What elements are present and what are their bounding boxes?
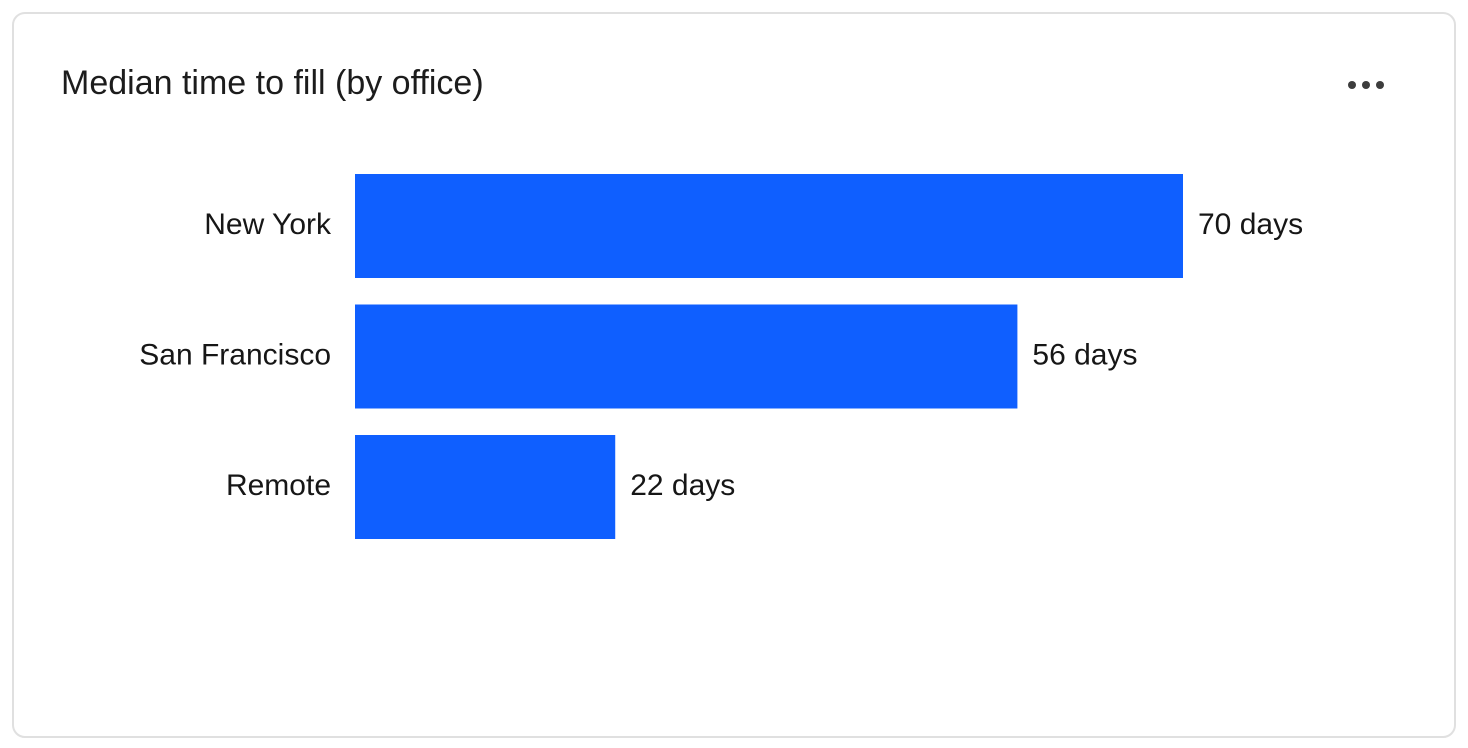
category-label: San Francisco <box>139 338 331 371</box>
value-label: 22 days <box>630 469 735 502</box>
menu-dot <box>1348 81 1356 89</box>
category-label: Remote <box>226 469 331 502</box>
bar <box>355 174 1183 278</box>
value-label: 56 days <box>1032 338 1137 371</box>
menu-dot <box>1376 81 1384 89</box>
value-label: 70 days <box>1198 208 1303 241</box>
bar <box>355 435 616 539</box>
bar <box>355 304 1018 409</box>
category-label: New York <box>204 208 332 241</box>
menu-dot <box>1362 81 1370 89</box>
more-menu[interactable] <box>1340 66 1392 104</box>
chart-title: Median time to fill (by office) <box>61 64 484 102</box>
